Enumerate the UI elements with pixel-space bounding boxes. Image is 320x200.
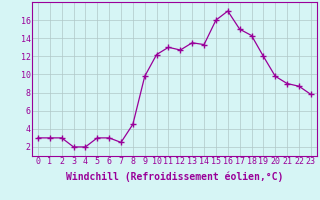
X-axis label: Windchill (Refroidissement éolien,°C): Windchill (Refroidissement éolien,°C) (66, 172, 283, 182)
